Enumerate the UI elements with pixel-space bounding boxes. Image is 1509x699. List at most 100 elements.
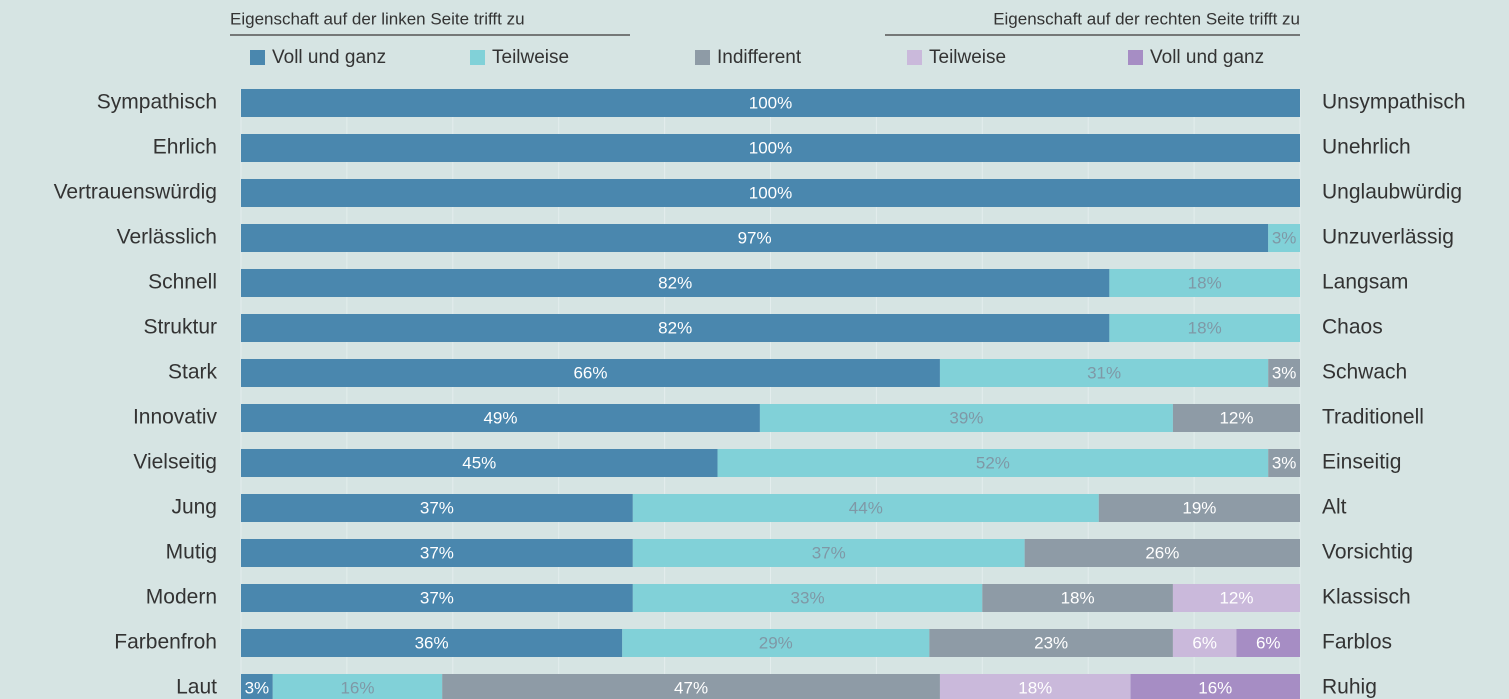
value-label: 82%: [658, 273, 692, 292]
value-label: 26%: [1145, 543, 1179, 562]
value-label: 18%: [1061, 588, 1095, 607]
bar-segment: [241, 404, 760, 432]
bar-segment: [759, 404, 1173, 432]
bar-segment: [241, 179, 1300, 207]
value-label: 100%: [749, 93, 792, 112]
right-category-label: Farblos: [1322, 631, 1392, 654]
value-label: 44%: [849, 498, 883, 517]
value-label: 66%: [573, 363, 607, 382]
legend-swatch: [907, 50, 922, 65]
bar-segment: [241, 89, 1300, 117]
bar-segment: [1130, 674, 1300, 699]
bar-segment: [632, 539, 1025, 567]
bar-segment: [1098, 494, 1300, 522]
left-category-label: Vielseitig: [133, 451, 217, 474]
value-label: 47%: [674, 678, 708, 697]
left-category-label: Sympathisch: [97, 91, 217, 114]
bar-segment: [241, 494, 633, 522]
right-category-label: Traditionell: [1322, 406, 1424, 429]
value-label: 16%: [1198, 678, 1232, 697]
right-category-label: Alt: [1322, 496, 1347, 519]
value-label: 31%: [1087, 363, 1121, 382]
value-label: 6%: [1256, 633, 1281, 652]
value-label: 100%: [749, 138, 792, 157]
bar-segment: [241, 584, 633, 612]
bar-segment: [1024, 539, 1300, 567]
legend-swatch: [470, 50, 485, 65]
left-category-label: Modern: [146, 586, 217, 609]
left-category-label: Verlässlich: [117, 226, 217, 249]
value-label: 16%: [340, 678, 374, 697]
value-label: 23%: [1034, 633, 1068, 652]
right-category-label: Klassisch: [1322, 586, 1411, 609]
value-label: 18%: [1188, 318, 1222, 337]
legend-label: Indifferent: [717, 47, 802, 68]
value-label: 12%: [1219, 408, 1253, 427]
bar-segment: [272, 674, 443, 699]
bar-segment: [241, 674, 273, 699]
value-label: 29%: [759, 633, 793, 652]
value-label: 49%: [483, 408, 517, 427]
legend-swatch: [1128, 50, 1143, 65]
bar-segment: [1172, 584, 1300, 612]
bar-segment: [241, 224, 1269, 252]
bar-segment: [241, 359, 940, 387]
legend-swatch: [695, 50, 710, 65]
bar-segment: [241, 539, 633, 567]
value-label: 18%: [1018, 678, 1052, 697]
left-category-label: Struktur: [143, 316, 217, 339]
right-category-label: Vorsichtig: [1322, 541, 1413, 564]
left-category-label: Laut: [176, 676, 217, 699]
left-category-label: Stark: [168, 361, 218, 384]
bar-segment: [1109, 269, 1300, 297]
right-header: Eigenschaft auf der rechten Seite trifft…: [993, 9, 1300, 28]
bar-segment: [241, 269, 1110, 297]
legend-label: Voll und ganz: [1150, 47, 1264, 68]
left-category-label: Schnell: [148, 271, 217, 294]
value-label: 39%: [949, 408, 983, 427]
right-category-label: Einseitig: [1322, 451, 1401, 474]
legend-swatch: [250, 50, 265, 65]
bar-segment: [1268, 224, 1300, 252]
value-label: 3%: [1272, 363, 1297, 382]
value-label: 3%: [245, 678, 270, 697]
value-label: 100%: [749, 183, 792, 202]
bar-segment: [632, 494, 1099, 522]
bar-segment: [939, 674, 1131, 699]
value-label: 3%: [1272, 228, 1297, 247]
bar-segment: [241, 629, 623, 657]
right-category-label: Langsam: [1322, 271, 1408, 294]
bar-segment: [632, 584, 983, 612]
value-label: 3%: [1272, 453, 1297, 472]
bar-segment: [1236, 629, 1300, 657]
right-category-label: Ruhig: [1322, 676, 1377, 699]
bar-segment: [717, 449, 1269, 477]
right-category-label: Unzuverlässig: [1322, 226, 1454, 249]
left-header: Eigenschaft auf der linken Seite trifft …: [230, 9, 525, 28]
right-category-label: Unehrlich: [1322, 136, 1411, 159]
bar-segment: [241, 449, 718, 477]
bar-segment: [939, 359, 1269, 387]
legend-label: Teilweise: [492, 47, 569, 68]
left-category-label: Mutig: [166, 541, 217, 564]
value-label: 33%: [791, 588, 825, 607]
bar-segment: [1172, 404, 1300, 432]
right-category-label: Unglaubwürdig: [1322, 181, 1462, 204]
right-category-label: Unsympathisch: [1322, 91, 1466, 114]
left-category-label: Jung: [171, 496, 217, 519]
bar-segment: [241, 134, 1300, 162]
left-category-label: Farbenfroh: [114, 631, 217, 654]
right-category-label: Schwach: [1322, 361, 1407, 384]
bar-segment: [1172, 629, 1237, 657]
value-label: 19%: [1182, 498, 1216, 517]
left-category-label: Vertrauenswürdig: [54, 181, 217, 204]
value-label: 12%: [1219, 588, 1253, 607]
bar-segment: [982, 584, 1173, 612]
value-label: 97%: [738, 228, 772, 247]
value-label: 36%: [415, 633, 449, 652]
value-label: 37%: [420, 543, 454, 562]
legend-label: Teilweise: [929, 47, 1006, 68]
value-label: 18%: [1188, 273, 1222, 292]
value-label: 82%: [658, 318, 692, 337]
